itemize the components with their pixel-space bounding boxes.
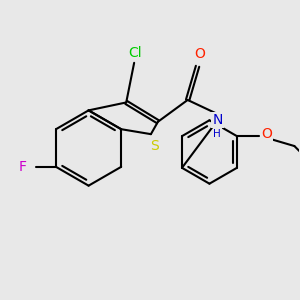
Text: F: F (18, 160, 26, 174)
Text: S: S (151, 139, 159, 153)
Text: Cl: Cl (128, 46, 142, 60)
Text: H: H (214, 129, 221, 139)
Text: O: O (261, 127, 272, 141)
Text: O: O (194, 47, 205, 61)
Text: N: N (212, 113, 223, 127)
